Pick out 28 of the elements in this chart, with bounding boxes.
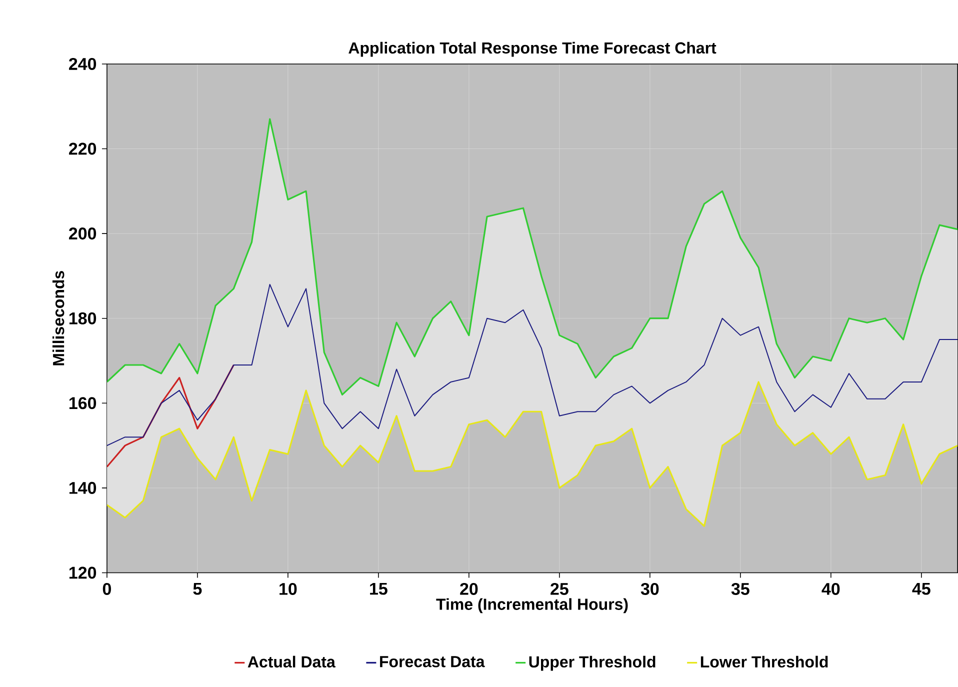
x-tick-label: 10 (280, 583, 297, 596)
x-tick-label: 5 (193, 583, 202, 595)
legend-label: Upper Threshold (529, 656, 656, 671)
y-tick-label: 180 (69, 312, 96, 325)
line-series (106, 364, 234, 468)
legend-label: Actual Data (248, 656, 336, 668)
chart-title: Application Total Response Time Forecast Chart (348, 42, 716, 57)
y-tick-label: 200 (69, 228, 96, 240)
y-tick-label: 160 (69, 397, 96, 410)
legend-label: Forecast Data (380, 656, 485, 668)
y-tick-label: 240 (69, 58, 96, 70)
x-axis-title: Time (Incremental Hours) (436, 598, 628, 614)
x-tick-label: 45 (912, 583, 930, 595)
line-series (106, 284, 958, 446)
x-tick-label: 15 (370, 583, 388, 595)
y-axis-title: Milliseconds (52, 271, 64, 366)
x-tick-label: 40 (822, 583, 840, 596)
x-tick-label: 30 (640, 583, 659, 596)
line-series (106, 118, 958, 396)
x-tick-label: 25 (550, 583, 568, 596)
y-tick-label: 140 (69, 482, 96, 494)
x-tick-label: 35 (731, 583, 750, 596)
x-tick-label: 0 (102, 583, 111, 596)
line-series (106, 381, 958, 528)
x-tick-label: 20 (460, 583, 478, 596)
legend-label: Lower Threshold (700, 656, 828, 668)
y-tick-label: 120 (69, 566, 96, 579)
y-tick-label: 220 (69, 142, 96, 155)
